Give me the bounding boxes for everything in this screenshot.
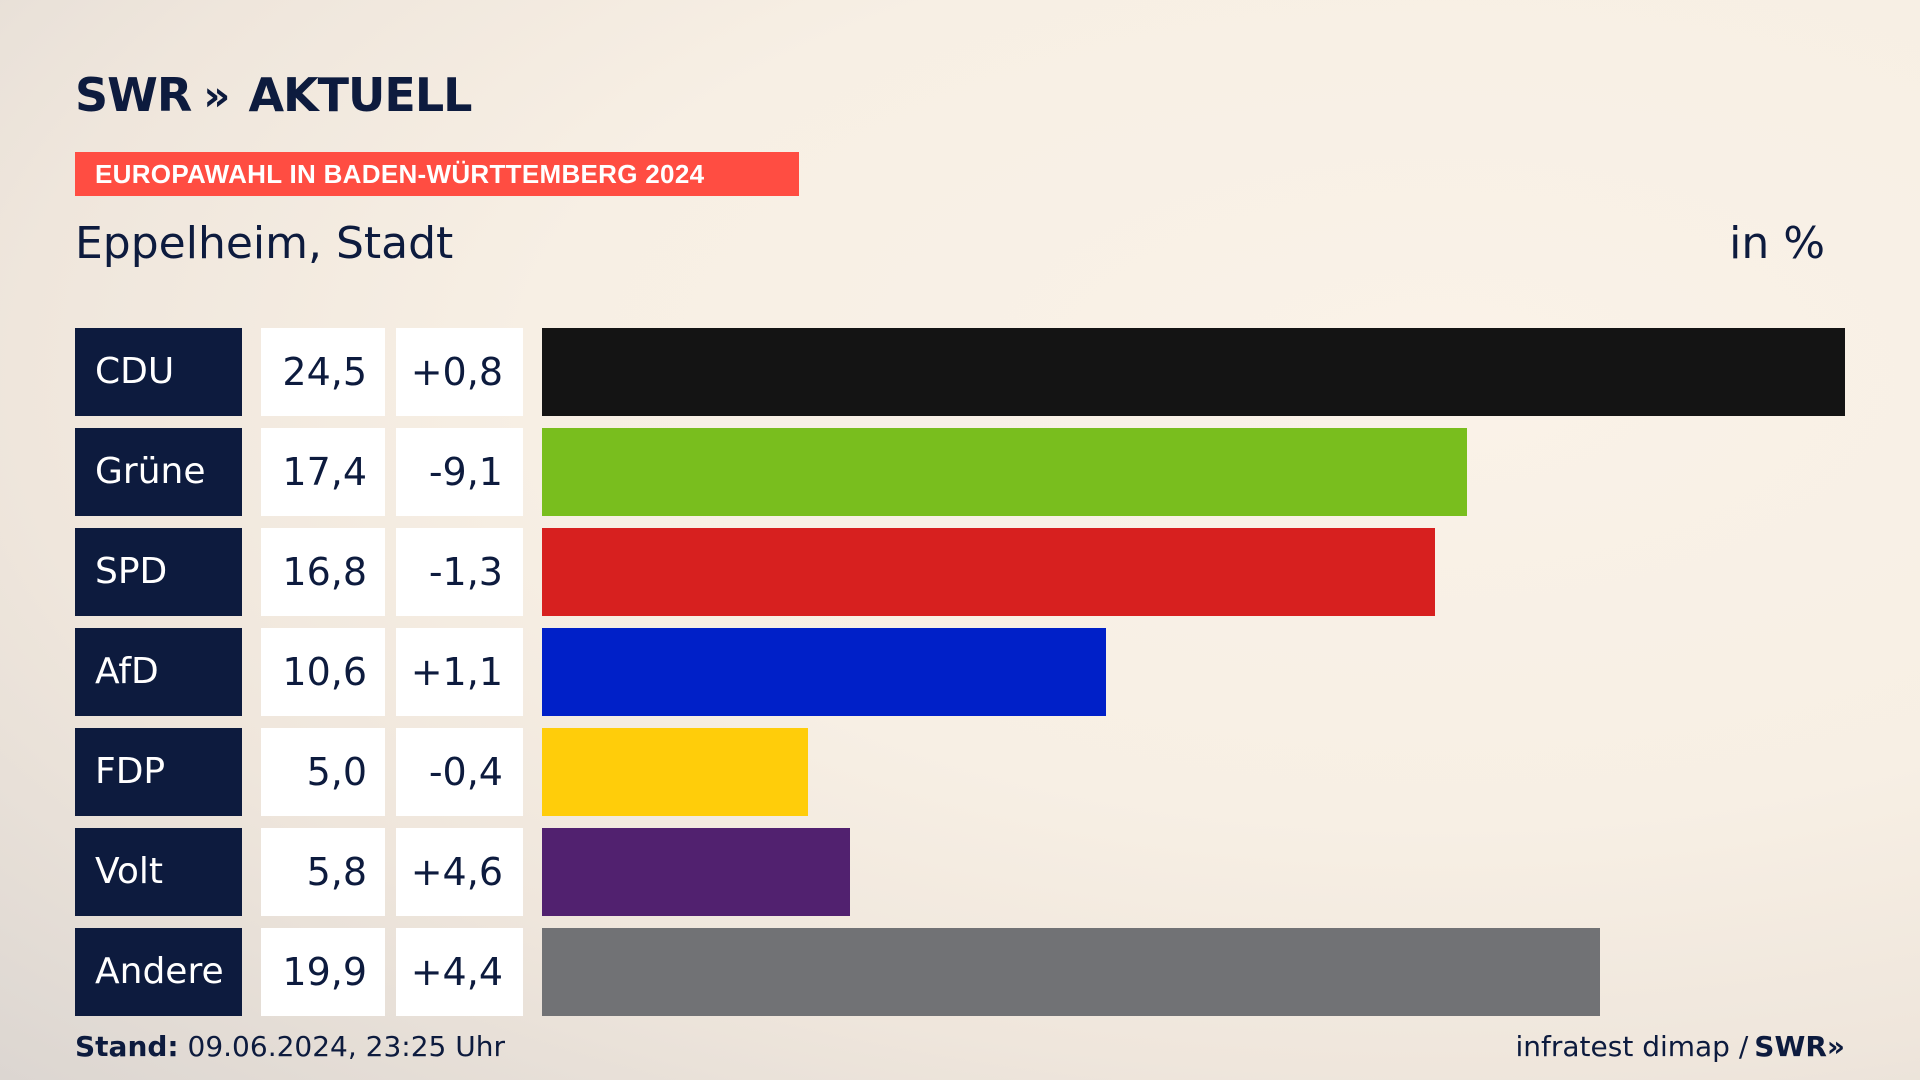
- vote-share-value: 5,0: [261, 728, 385, 816]
- timestamp: Stand: 09.06.2024, 23:25 Uhr: [75, 1030, 505, 1063]
- vote-share-value: 24,5: [261, 328, 385, 416]
- result-bar: [542, 428, 1467, 516]
- source-credit: infratest dimap / SWR»: [1515, 1030, 1845, 1063]
- change-value: -0,4: [396, 728, 523, 816]
- result-row: SPD 16,8 -1,3: [0, 528, 1920, 616]
- result-row: AfD 10,6 +1,1: [0, 628, 1920, 716]
- logo-chevrons-icon: »: [203, 70, 230, 120]
- result-bar: [542, 328, 1845, 416]
- change-value: -1,3: [396, 528, 523, 616]
- stand-label: Stand:: [75, 1030, 179, 1063]
- result-bar: [542, 828, 850, 916]
- party-label: SPD: [75, 528, 242, 616]
- party-label: Andere: [75, 928, 242, 1016]
- result-row: FDP 5,0 -0,4: [0, 728, 1920, 816]
- swr-aktuell-logo: SWR» AKTUELL: [75, 68, 472, 122]
- result-row: CDU 24,5 +0,8: [0, 328, 1920, 416]
- stand-value: 09.06.2024, 23:25 Uhr: [187, 1030, 505, 1063]
- swr-brand-small: SWR»: [1754, 1030, 1845, 1063]
- vote-share-value: 5,8: [261, 828, 385, 916]
- logo-brand: SWR: [75, 68, 192, 122]
- party-label: FDP: [75, 728, 242, 816]
- party-label: AfD: [75, 628, 242, 716]
- vote-share-value: 19,9: [261, 928, 385, 1016]
- vote-share-value: 10,6: [261, 628, 385, 716]
- logo-suffix: AKTUELL: [248, 68, 472, 122]
- vote-share-value: 17,4: [261, 428, 385, 516]
- party-label: Volt: [75, 828, 242, 916]
- source-label: infratest dimap /: [1515, 1030, 1749, 1063]
- party-label: Grüne: [75, 428, 242, 516]
- result-row: Andere 19,9 +4,4: [0, 928, 1920, 1016]
- party-label: CDU: [75, 328, 242, 416]
- result-row: Volt 5,8 +4,6: [0, 828, 1920, 916]
- change-value: +0,8: [396, 328, 523, 416]
- change-value: +1,1: [396, 628, 523, 716]
- result-bar: [542, 528, 1435, 616]
- result-bar: [542, 928, 1600, 1016]
- vote-share-value: 16,8: [261, 528, 385, 616]
- change-value: -9,1: [396, 428, 523, 516]
- result-row: Grüne 17,4 -9,1: [0, 428, 1920, 516]
- region-title: Eppelheim, Stadt: [75, 218, 454, 269]
- result-bar: [542, 628, 1106, 716]
- result-bar: [542, 728, 808, 816]
- election-banner: EUROPAWAHL IN BADEN-WÜRTTEMBERG 2024: [75, 152, 799, 196]
- change-value: +4,6: [396, 828, 523, 916]
- unit-label: in %: [1729, 218, 1825, 269]
- change-value: +4,4: [396, 928, 523, 1016]
